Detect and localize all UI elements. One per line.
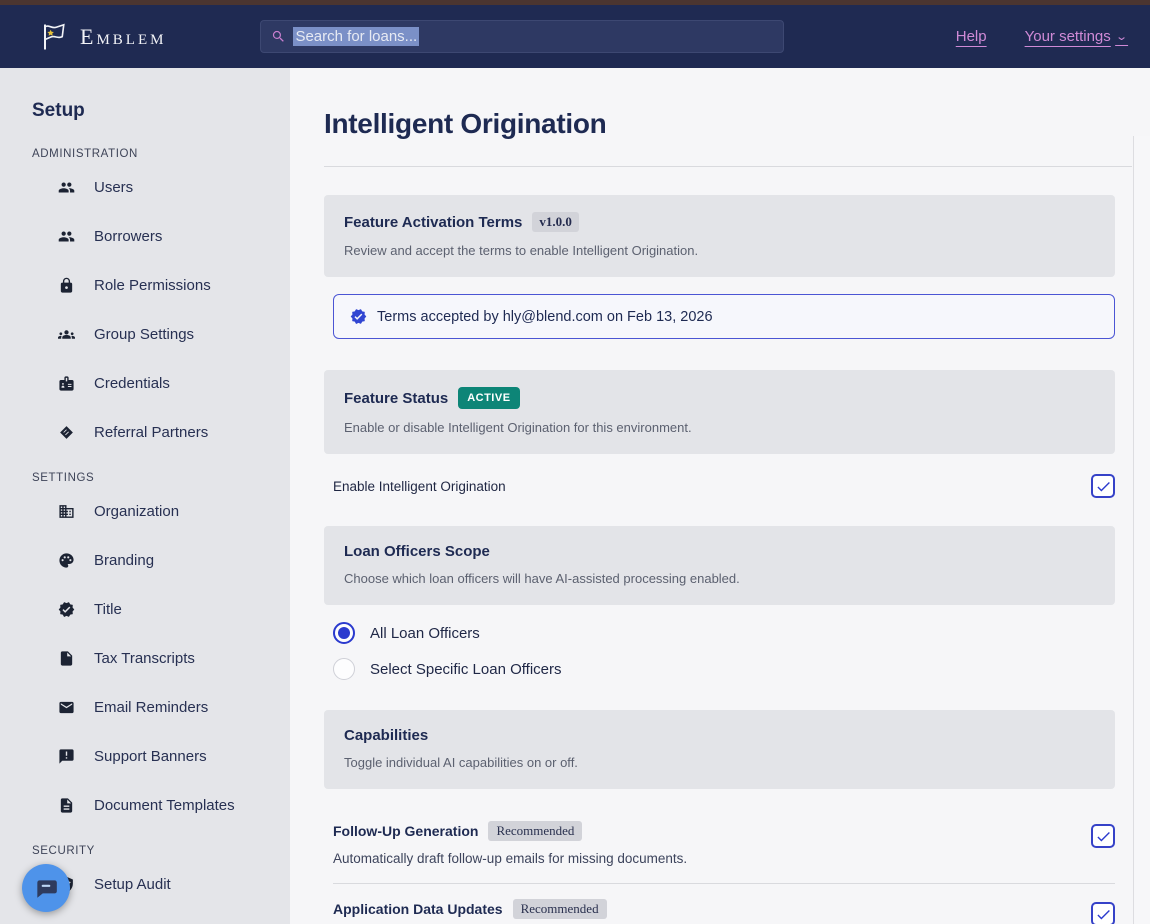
terms-accepted-banner: Terms accepted by hly@blend.com on Feb 1… (333, 294, 1115, 339)
checkmark-icon (1095, 478, 1112, 495)
section-label-settings: SETTINGS (0, 472, 290, 484)
page-title: Intelligent Origination (324, 108, 1115, 140)
building-icon (58, 503, 75, 520)
status-section-header: Feature Status ACTIVE Enable or disable … (324, 370, 1115, 454)
capabilities-section-title: Capabilities (344, 727, 428, 744)
capabilities-section-description: Toggle individual AI capabilities on or … (344, 755, 1095, 770)
capabilities-section: Capabilities Toggle individual AI capabi… (324, 710, 1115, 924)
terms-accepted-message: Terms accepted by hly@blend.com on Feb 1… (377, 309, 713, 325)
sidebar-item-title[interactable]: Title (0, 590, 290, 629)
capability-description: Automatically draft follow-up emails for… (333, 851, 687, 866)
status-section-description: Enable or disable Intelligent Originatio… (344, 420, 1095, 435)
capability-title: Follow-Up Generation (333, 823, 478, 839)
enable-feature-label: Enable Intelligent Origination (333, 479, 506, 494)
search-input[interactable]: Search for loans... (260, 20, 784, 53)
sidebar-item-email-reminders[interactable]: Email Reminders (0, 688, 290, 727)
sidebar-item-tax-transcripts[interactable]: Tax Transcripts (0, 639, 290, 678)
feature-status-section: Feature Status ACTIVE Enable or disable … (324, 370, 1115, 498)
header-nav: Help Your settings ⌄ (956, 28, 1126, 45)
enable-feature-row: Enable Intelligent Origination (333, 474, 1115, 498)
palette-icon (58, 552, 75, 569)
chat-bubble-icon (33, 875, 59, 901)
active-status-badge: ACTIVE (458, 387, 519, 409)
sidebar-item-support-banners[interactable]: Support Banners (0, 737, 290, 776)
enable-feature-checkbox[interactable] (1091, 474, 1115, 498)
scope-section-description: Choose which loan officers will have AI-… (344, 571, 1095, 586)
terms-section-title: Feature Activation Terms (344, 214, 522, 231)
credentials-badge-icon (58, 375, 75, 392)
sidebar-item-users[interactable]: Users (0, 168, 290, 207)
capability-row-application-data-updates: Application Data Updates Recommended Upd… (333, 884, 1115, 924)
search-icon (271, 29, 286, 44)
verified-badge-icon (58, 601, 75, 618)
vertical-scrollbar[interactable] (1133, 136, 1150, 924)
flag-logo-icon (40, 22, 70, 52)
email-icon (58, 699, 75, 716)
sidebar-item-referral-partners[interactable]: Referral Partners (0, 413, 290, 452)
announcement-icon (58, 748, 75, 765)
capabilities-section-header: Capabilities Toggle individual AI capabi… (324, 710, 1115, 789)
title-divider (324, 166, 1132, 167)
main-content: Intelligent Origination Feature Activati… (290, 68, 1150, 924)
checkmark-icon (1095, 906, 1112, 923)
loan-officers-scope-section: Loan Officers Scope Choose which loan of… (324, 526, 1115, 680)
feature-activation-terms-section: Feature Activation Terms v1.0.0 Review a… (324, 195, 1115, 339)
lock-icon (58, 277, 75, 294)
follow-up-generation-checkbox[interactable] (1091, 824, 1115, 848)
setup-sidebar: Setup ADMINISTRATION Users Borrowers Rol… (0, 68, 290, 924)
radio-all-loan-officers[interactable]: All Loan Officers (333, 622, 1115, 644)
help-link[interactable]: Help (956, 28, 987, 45)
application-data-updates-checkbox[interactable] (1091, 902, 1115, 924)
recommended-badge: Recommended (488, 821, 582, 841)
document-lines-icon (58, 797, 75, 814)
users-icon (58, 179, 75, 196)
sidebar-title: Setup (0, 100, 290, 122)
group-settings-icon (58, 326, 75, 343)
capability-row-follow-up-generation: Follow-Up Generation Recommended Automat… (333, 806, 1115, 884)
scope-radio-group: All Loan Officers Select Specific Loan O… (333, 622, 1115, 680)
sidebar-item-borrowers[interactable]: Borrowers (0, 217, 290, 256)
capability-title: Application Data Updates (333, 901, 503, 917)
status-section-title: Feature Status (344, 390, 448, 407)
version-badge: v1.0.0 (532, 212, 579, 232)
sidebar-item-organization[interactable]: Organization (0, 492, 290, 531)
search-placeholder-selected: Search for loans... (293, 27, 419, 46)
section-label-administration: ADMINISTRATION (0, 148, 290, 160)
chat-widget-button[interactable] (22, 864, 70, 912)
accepted-check-icon (350, 308, 367, 325)
scope-section-title: Loan Officers Scope (344, 543, 490, 560)
logo-text: Emblem (80, 24, 166, 50)
radio-button[interactable] (333, 622, 355, 644)
chevron-down-icon: ⌄ (1115, 30, 1128, 43)
radio-select-specific-loan-officers[interactable]: Select Specific Loan Officers (333, 658, 1115, 680)
borrowers-icon (58, 228, 75, 245)
referral-partners-icon (58, 424, 75, 441)
sidebar-item-role-permissions[interactable]: Role Permissions (0, 266, 290, 305)
app-header: Emblem Search for loans... Help Your set… (0, 5, 1150, 68)
recommended-badge: Recommended (513, 899, 607, 919)
terms-section-header: Feature Activation Terms v1.0.0 Review a… (324, 195, 1115, 277)
sidebar-item-credentials[interactable]: Credentials (0, 364, 290, 403)
document-icon (58, 650, 75, 667)
sidebar-item-group-settings[interactable]: Group Settings (0, 315, 290, 354)
sidebar-item-document-templates[interactable]: Document Templates (0, 786, 290, 825)
scope-section-header: Loan Officers Scope Choose which loan of… (324, 526, 1115, 605)
terms-section-description: Review and accept the terms to enable In… (344, 243, 1095, 258)
checkmark-icon (1095, 828, 1112, 845)
your-settings-menu[interactable]: Your settings ⌄ (1025, 28, 1126, 45)
emblem-logo[interactable]: Emblem (40, 22, 166, 52)
radio-button[interactable] (333, 658, 355, 680)
sidebar-item-branding[interactable]: Branding (0, 541, 290, 580)
section-label-security: SECURITY (0, 845, 290, 857)
